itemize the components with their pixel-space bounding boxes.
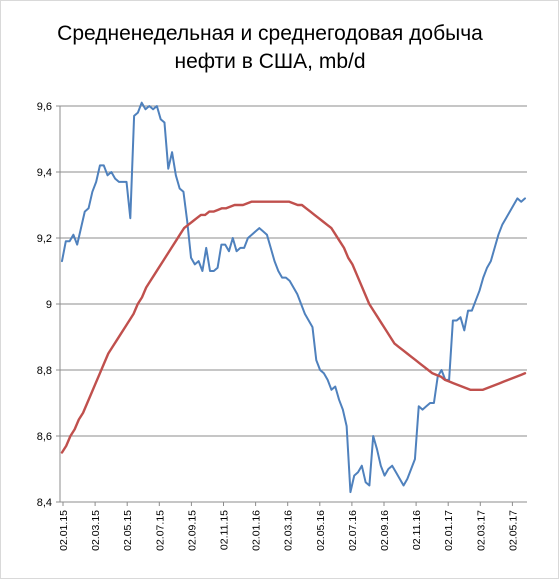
y-tick-label: 9,2 [37,233,52,245]
x-tick-label: 02.05.16 [315,510,327,551]
y-tick-label: 8,4 [37,497,52,509]
series-line-weekly [61,101,526,494]
y-tick-label: 8,6 [37,431,52,443]
chart-title: Средненедельная и среднегодовая добыча н… [20,20,520,76]
x-tick-label: 02.01.15 [58,510,70,551]
x-tick-label: 02.09.16 [379,510,391,551]
x-tick-label: 02.01.17 [443,510,455,551]
x-tick-label: 02.09.15 [186,510,198,551]
x-tick-label: 02.07.16 [347,510,359,551]
axes [56,105,527,506]
series-line-annual [60,200,527,454]
y-tick-label: 8,8 [37,365,52,377]
x-tick-label: 02.07.15 [154,510,166,551]
y-tick-labels: 8,4 8,6 8,8 9 9,2 9,4 9,6 [37,101,52,509]
y-tick-label: 9 [46,299,52,311]
x-tick-label: 02.05.15 [122,510,134,551]
x-tick-label: 02.05.17 [507,510,519,551]
y-tick-label: 9,4 [37,167,52,179]
x-tick-label: 02.03.15 [90,510,102,551]
gridlines [60,105,527,503]
series-lines [60,101,527,494]
chart-title-line1: Средненедельная и среднегодовая добыча [57,22,483,45]
x-tick-label: 02.03.16 [283,510,295,551]
chart-title-line2: нефти в США, mb/d [174,50,366,73]
x-tick-labels: 02.01.15 02.03.15 02.05.15 02.07.15 02.09.15… [58,510,519,551]
y-tick-label: 9,6 [37,101,52,113]
x-tick-label: 02.03.17 [475,510,487,551]
x-tick-label: 02.01.16 [251,510,263,551]
x-tick-label: 02.11.15 [219,510,231,550]
x-tick-label: 02.11.16 [411,510,423,550]
